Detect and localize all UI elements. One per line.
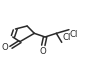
Text: O: O [39, 47, 46, 56]
Text: O: O [2, 43, 9, 52]
Text: Cl: Cl [63, 33, 71, 42]
Text: Cl: Cl [70, 30, 78, 39]
